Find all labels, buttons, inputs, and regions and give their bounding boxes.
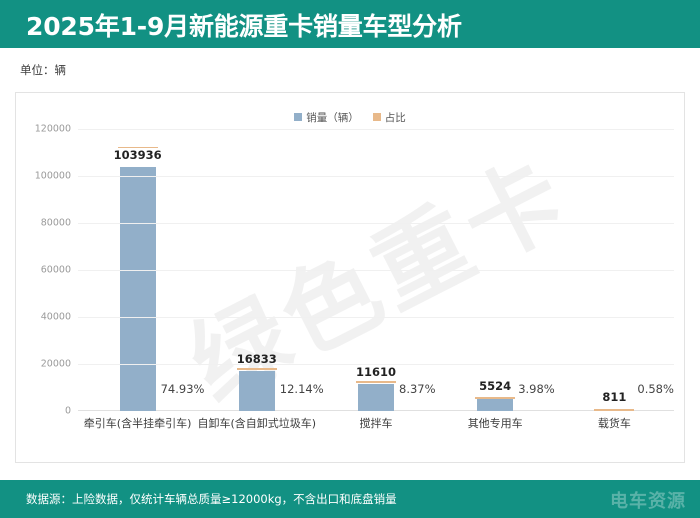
page-title: 2025年1-9月新能源重卡销量车型分析 [26,12,462,41]
legend-item[interactable]: 销量（辆） [294,110,359,125]
legend-label: 销量（辆） [306,112,359,124]
bar-group[interactable]: 16833 [236,129,277,411]
percent-value-label: 74.93% [160,382,205,396]
percent-marker [594,408,635,411]
x-axis-label: 搅拌车 [359,417,393,430]
bar-group[interactable]: 5524 [477,129,514,411]
y-gridline [78,270,674,271]
plot-area: 103936 74.93% 16833 12.14% 11610 8.37% 5524 3.9… [35,124,674,417]
bar-value-label: 5524 [479,379,512,394]
footer-note: 数据源：上险数据，仅统计车辆总质量≥12000kg，不含出口和底盘销量 [26,492,397,506]
bar-value-label: 11610 [355,364,397,379]
percent-value-label: 0.58% [637,382,674,396]
bar-group[interactable]: 11610 [355,129,397,411]
bar-value-label: 103936 [113,147,162,162]
percent-value-label: 12.14% [279,382,324,396]
bar-sales[interactable] [238,371,275,411]
legend-swatch-icon [294,112,303,121]
bars-layer: 103936 74.93% 16833 12.14% 11610 8.37% 5524 3.9… [78,129,674,411]
y-gridline [78,129,674,130]
page-footer: 数据源：上险数据，仅统计车辆总质量≥12000kg，不含出口和底盘销量 电车资源 [0,480,700,518]
y-gridline [78,176,674,177]
y-axis-tick-label: 80000 [40,217,71,229]
legend-label: 占比 [384,112,406,124]
legend-item[interactable]: 占比 [372,110,406,125]
bar-sales[interactable] [477,398,514,411]
percent-marker [475,396,516,399]
bar-sales[interactable] [358,383,394,411]
bar-value-label: 811 [602,390,627,405]
y-axis-tick-label: 100000 [34,170,71,182]
x-axis-label: 载货车 [597,417,631,430]
x-axis-label: 牵引车(含半挂牵引车) [83,417,192,430]
y-axis-tick-label: 0 [64,405,71,417]
percent-marker [236,368,277,370]
x-axis-label: 自卸车(含自卸式垃圾车) [197,417,317,430]
percent-marker [356,381,396,384]
x-axis-label: 其他专用车 [467,417,523,430]
chart-legend: 销量（辆） 占比 [16,107,684,126]
bar-value-label: 16833 [236,352,277,367]
unit-label: 单位：辆 [20,63,66,77]
y-gridline [78,223,674,224]
y-axis-tick-label: 60000 [40,264,71,276]
percent-value-label: 8.37% [399,382,436,396]
bar-group[interactable]: 103936 [114,129,162,411]
page-header: 2025年1-9月新能源重卡销量车型分析 [0,0,700,48]
chart-panel: 绿色重卡 销量（辆） 占比 103936 74.93% 16833 12.14% 1161… [15,92,685,463]
x-axis-labels: 牵引车(含半挂牵引车) 自卸车(含自卸式垃圾车) 搅拌车 其他专用车 载货车 [78,415,674,437]
percent-value-label: 3.98% [518,382,555,396]
footer-brand-watermark: 电车资源 [610,491,686,512]
legend-swatch-icon [372,112,381,121]
bar-sales[interactable] [119,166,156,411]
y-axis-tick-label: 120000 [34,123,71,135]
y-axis-tick-label: 20000 [40,358,71,370]
y-gridline [78,317,674,318]
percent-marker [117,146,158,149]
y-gridline [78,364,674,365]
y-axis-tick-label: 40000 [40,311,71,323]
